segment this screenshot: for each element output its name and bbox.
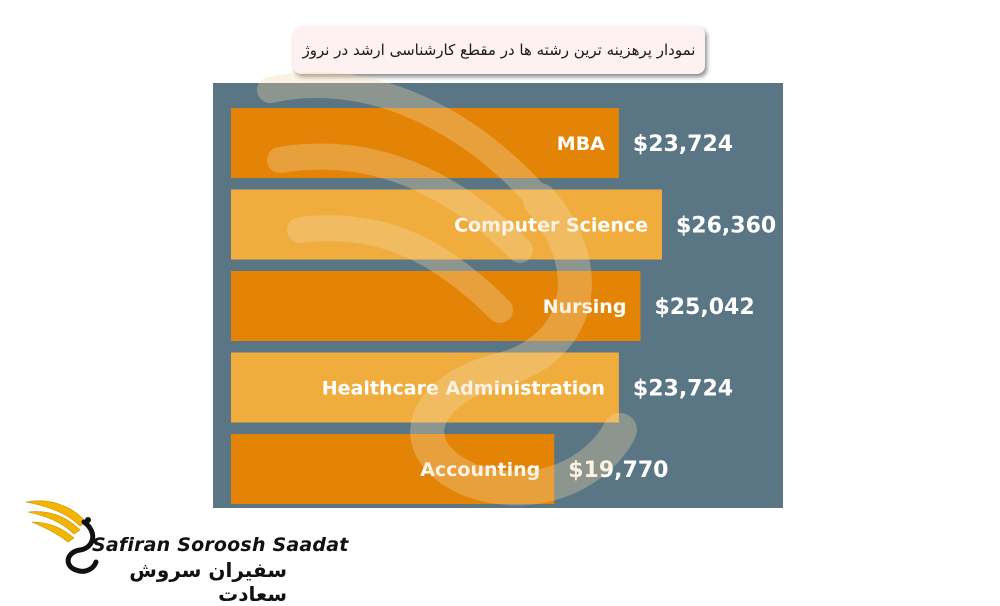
bar-category-label: Healthcare Administration bbox=[322, 378, 605, 400]
bar-0 bbox=[231, 108, 619, 178]
bar-3 bbox=[231, 352, 619, 423]
logo-name-fa: سفیران سروش سعادت bbox=[129, 558, 287, 606]
bar-value-label: $23,724 bbox=[633, 377, 733, 402]
chart-title: نمودار پرهزینه ترین رشته ها در مقطع کارش… bbox=[293, 26, 705, 74]
bar-category-label: MBA bbox=[557, 133, 605, 155]
bar-value-label: $23,724 bbox=[633, 132, 733, 157]
bar-value-label: $19,770 bbox=[568, 458, 668, 483]
bar-category-label: Nursing bbox=[543, 296, 627, 318]
bar-4 bbox=[231, 434, 555, 504]
bar-2 bbox=[231, 271, 641, 341]
bar-value-label: $25,042 bbox=[654, 295, 754, 320]
bar-1 bbox=[231, 189, 662, 260]
bar-category-label: Computer Science bbox=[454, 215, 648, 237]
logo-name-en: Safiran Soroosh Saadat bbox=[92, 534, 349, 556]
bar-category-label: Accounting bbox=[420, 459, 540, 481]
bar-value-label: $26,360 bbox=[676, 214, 776, 239]
winged-s-logo-icon bbox=[25, 500, 99, 574]
